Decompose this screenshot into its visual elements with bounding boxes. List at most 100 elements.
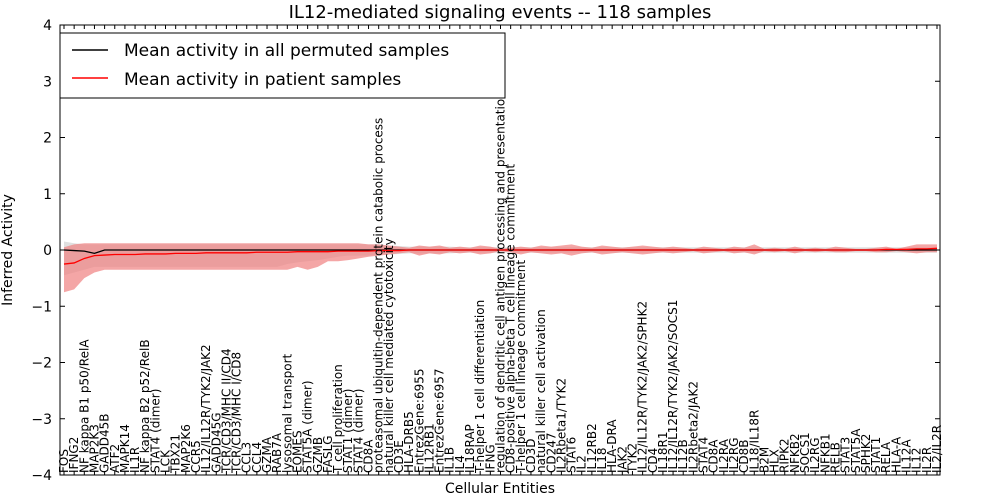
legend-box [59, 32, 506, 99]
x-tick-label: MAPK14 [118, 424, 132, 473]
x-tick-label: IFNG2 [67, 437, 81, 473]
x-tick-label: IL2Rbeta2/JAK2 [686, 381, 700, 473]
chart-title: IL12-mediated signaling events -- 118 sa… [289, 2, 712, 23]
x-axis-ticks [63, 25, 938, 475]
x-tick-label: HLA-A [889, 436, 903, 473]
x-tick-label: NFKB2 [788, 433, 802, 473]
x-tick-label: IL18/IL18R [747, 410, 761, 473]
x-tick-label: LCK [159, 449, 173, 473]
x-tick-label: CD3E [392, 440, 406, 473]
x-tick-label: IL18RAP [463, 424, 477, 473]
x-tick-label: STAT6 [565, 437, 579, 473]
x-tick-label: GADD45G [209, 412, 223, 473]
x-tick-label: IL2RA [717, 438, 731, 473]
x-tick-label: IL18 [595, 448, 609, 474]
x-tick-label: IL12B [676, 439, 690, 473]
x-tick-label: lysosomal transport [280, 353, 294, 473]
x-tick-label: TCR/CD3/MHC I/CD8 [230, 352, 244, 474]
x-tick-label: natural killer cell activation [534, 309, 548, 473]
x-tick-label: IL12 [910, 448, 924, 474]
x-tick-label: RELB [828, 442, 842, 473]
y-tick-label: −3 [31, 412, 52, 428]
x-tick-label: EntrezGene:6957 [433, 369, 447, 474]
x-tick-label: IL18R1 [656, 432, 670, 473]
x-tick-label: STAT3 [839, 437, 853, 473]
x-tick-label: RIPK2 [778, 438, 792, 473]
x-tick-label: NFKB1 [818, 433, 832, 473]
x-tick-label: HLA-DRB5 [402, 411, 416, 473]
x-tick-label: HLA-DRA [605, 419, 619, 473]
lines-layer [63, 247, 938, 265]
x-tick-label: EOMES [290, 430, 304, 473]
x-tick-label: EntrezGene:6955 [412, 369, 426, 474]
y-tick-label: 4 [43, 18, 52, 34]
x-tick-label: HLX [768, 449, 782, 473]
y-tick-label: −2 [31, 356, 52, 372]
x-tick-label: IL12A [900, 439, 914, 473]
x-tick-label: IL1R [128, 447, 142, 473]
x-tick-label: MAP2K3 [87, 424, 101, 473]
x-tick-label: IL2/IL2R [930, 425, 944, 473]
y-axis-label: Inferred Activity [0, 194, 16, 306]
x-tick-label: SPHK2 [859, 434, 873, 473]
x-tick-label: GADD45B [98, 414, 112, 474]
x-tick-label: IFNG [483, 444, 497, 473]
x-tick-label: STAT4 (dimer) [148, 389, 162, 473]
y-tick-label: 0 [43, 243, 52, 259]
x-tick-label: IL12/IL12R/TYK2/JAK2 [199, 344, 213, 473]
x-tick-label: SOCS1 [798, 432, 812, 473]
x-tick-label: natural killer cell mediated cytotoxicit… [382, 238, 396, 473]
x-tick-label: CD8A [362, 439, 376, 473]
y-tick-label: 3 [43, 74, 52, 90]
legend-label-permuted: Mean activity in all permuted samples [124, 41, 449, 61]
x-tick-label: CD8A [707, 439, 721, 473]
x-tick-label: proteasomal ubiquitin-dependent protein … [372, 118, 386, 473]
x-tick-label: T-helper 1 cell differentiation [473, 300, 487, 474]
band-patient [64, 243, 937, 293]
x-tick-label: JAK2 [615, 446, 629, 474]
x-tick-label: CD4 [646, 448, 660, 473]
x-tick-label: STAT1 [869, 437, 883, 473]
x-tick-label: CD3D [524, 439, 538, 474]
x-tick-label: NF kappa B1 p50/RelA [77, 339, 91, 473]
x-tick-label: ATF2 [108, 444, 122, 473]
x-tick-label: STAT4 (dimer) [351, 389, 365, 473]
x-tick-label: NF kappa B2 p52/RelB [138, 339, 152, 473]
x-tick-label: STAT5A (dimer) [301, 380, 315, 473]
x-axis-label: Cellular Entities [445, 481, 555, 497]
x-tick-label: IL12RB1 [422, 423, 436, 473]
legend: Mean activity in all permuted samples Me… [59, 32, 506, 99]
x-tick-label: GZMA [260, 436, 274, 473]
x-tick-label: CD247 [544, 432, 558, 473]
x-tick-label: STAT5A [849, 428, 863, 473]
x-tick-label: MAP2K6 [179, 424, 193, 473]
line-patient [63, 247, 938, 265]
x-tick-label: IL1B [443, 447, 457, 473]
x-tick-label: FASLG [321, 435, 335, 473]
y-tick-label: −1 [31, 299, 52, 315]
x-tick-label: IL2Rbeta1/TYK2 [554, 378, 568, 473]
x-tick-label: CD8-positive alpha-beta T cell lineage c… [504, 164, 518, 473]
x-tick-label: IL12RB2 [585, 423, 599, 473]
x-tick-label: RELA [879, 441, 893, 473]
x-tick-label: IL2R [920, 447, 934, 473]
x-tick-label: IL12/IL12R/TYK2/JAK2/SPHK2 [636, 301, 650, 473]
x-tick-label: CCL3 [240, 442, 254, 473]
y-tick-label: 1 [43, 187, 52, 203]
x-tick-label: GZMB [311, 437, 325, 473]
legend-label-patient: Mean activity in patient samples [124, 70, 401, 90]
x-tick-label: IL2RG [727, 438, 741, 474]
x-tick-label: IL12/IL12R/TYK2/JAK2/SOCS1 [666, 300, 680, 473]
y-tick-label: 2 [43, 131, 52, 147]
x-tick-label: TYK2 [625, 443, 639, 474]
x-tick-label: CCL4 [250, 442, 264, 473]
x-tick-label: regulation of dendritic cell antigen pro… [494, 91, 508, 473]
y-tick-label: −4 [31, 468, 52, 484]
x-tick-label: B2M [757, 447, 771, 473]
x-tick-label: IL2RG [808, 438, 822, 474]
x-tick-label: IL4 [453, 455, 467, 473]
x-tick-label: RAB7A [270, 432, 284, 473]
x-tick-label: IL2 [575, 455, 589, 473]
